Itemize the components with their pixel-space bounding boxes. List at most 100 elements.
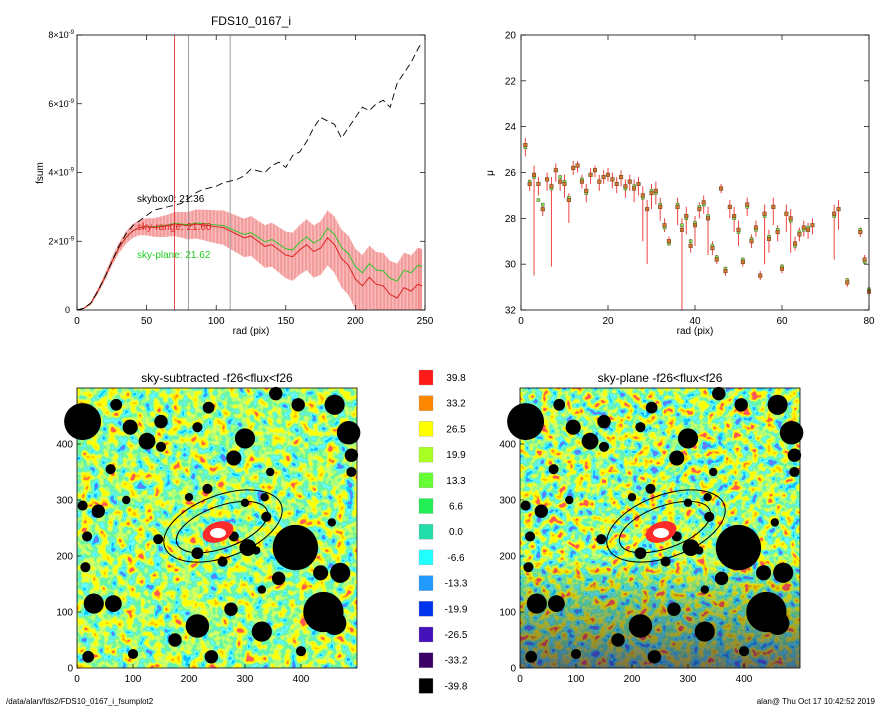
masked-source bbox=[734, 398, 748, 412]
y-tick-label: 26 bbox=[505, 168, 517, 179]
masked-source bbox=[553, 398, 566, 411]
colorbar-swatch bbox=[418, 446, 434, 463]
masked-source bbox=[138, 432, 156, 450]
colorbar-label: 33.2 bbox=[446, 399, 466, 410]
sky-range-point bbox=[793, 241, 798, 246]
masked-source bbox=[565, 495, 574, 505]
masked-source bbox=[330, 562, 351, 583]
masked-source bbox=[324, 394, 345, 415]
masked-source bbox=[570, 648, 582, 660]
x-tick-label: 100 bbox=[568, 674, 585, 685]
aperture-lines bbox=[174, 35, 231, 310]
sky-range-point bbox=[562, 181, 567, 186]
timestamp-footer: alan@ Thu Oct 17 10:42:52 2019 bbox=[756, 697, 875, 706]
series-skybox0 bbox=[76, 41, 423, 311]
surface-brightness-xlabel: rad (pix) bbox=[677, 326, 714, 337]
masked-source bbox=[336, 421, 361, 445]
sky-range-point bbox=[714, 257, 719, 262]
sky-plane-point bbox=[541, 202, 545, 207]
y-ticks: 0 2×10-9 4×10-9 6×10-9 8×10-9 bbox=[48, 30, 425, 315]
masked-source bbox=[703, 493, 712, 502]
sky-range-point bbox=[832, 211, 837, 216]
masked-source bbox=[525, 531, 536, 542]
sky-range-point bbox=[775, 230, 780, 235]
masked-source bbox=[155, 441, 167, 452]
sky-range-point bbox=[684, 214, 689, 219]
sky-range-point bbox=[666, 239, 671, 244]
series-sky-range bbox=[76, 223, 423, 311]
x-tick-label: 200 bbox=[347, 316, 364, 327]
sky-plane-point bbox=[688, 239, 693, 243]
sky-range-point bbox=[627, 179, 632, 184]
masked-source bbox=[645, 401, 658, 414]
x-ticks: 0 20 40 60 80 bbox=[518, 35, 875, 327]
colorbar-swatch bbox=[418, 524, 434, 540]
growth-curve-ylabel: fsum bbox=[35, 162, 46, 184]
sky-range-point bbox=[723, 269, 728, 274]
masked-source bbox=[507, 403, 545, 441]
sky-range-point bbox=[640, 193, 645, 198]
masked-source bbox=[683, 498, 693, 507]
masked-source bbox=[122, 495, 131, 505]
masked-source bbox=[322, 611, 347, 635]
masked-source bbox=[525, 650, 538, 663]
x-tick-label: 0 bbox=[74, 674, 80, 685]
sky-range-point bbox=[675, 204, 680, 209]
sky-range-point bbox=[579, 179, 584, 184]
sky-range-point bbox=[736, 227, 741, 232]
map-ticks: 0 100 200 300 400 0 100 200 300 400 bbox=[499, 440, 752, 686]
colorbar-label: -39.8 bbox=[445, 681, 468, 692]
masked-source bbox=[789, 466, 800, 478]
masked-source bbox=[346, 466, 357, 478]
masked-source bbox=[700, 585, 709, 594]
sky-range-point bbox=[575, 163, 580, 168]
sky-range-point bbox=[540, 207, 545, 212]
y-tick-label: 0 bbox=[510, 664, 516, 675]
sky-range-point bbox=[584, 188, 589, 193]
y-tick-label: 100 bbox=[56, 608, 73, 619]
masked-source bbox=[773, 562, 794, 583]
masked-source bbox=[667, 602, 681, 616]
y-tick-label: 400 bbox=[56, 440, 73, 451]
masked-source bbox=[765, 611, 790, 635]
masked-source bbox=[520, 500, 531, 511]
masked-source bbox=[122, 419, 138, 435]
masked-source bbox=[313, 565, 329, 581]
masked-source bbox=[77, 500, 88, 511]
sky-plane-title: sky-plane -f26<flux<f26 bbox=[598, 371, 723, 385]
colorbar-label: 0.0 bbox=[449, 527, 463, 538]
y-ticks: 20 22 24 26 28 30 32 bbox=[505, 31, 869, 317]
masked-source bbox=[598, 441, 610, 452]
masked-source bbox=[596, 534, 607, 545]
masked-source bbox=[628, 614, 653, 638]
sky-plane-point bbox=[680, 223, 684, 227]
x-tick-label: 150 bbox=[277, 316, 294, 327]
outer-aperture-ellipse bbox=[163, 489, 283, 563]
masked-sources bbox=[64, 386, 361, 664]
x-tick-label: 400 bbox=[293, 674, 310, 685]
masked-source bbox=[266, 467, 275, 477]
masked-source bbox=[168, 633, 182, 647]
masked-source bbox=[712, 386, 726, 401]
y-tick-label: 32 bbox=[505, 306, 517, 317]
y-tick-label: 28 bbox=[505, 214, 517, 225]
masked-source bbox=[682, 539, 700, 556]
masked-source bbox=[767, 394, 788, 415]
masked-source bbox=[787, 448, 802, 462]
sky-range-point bbox=[706, 216, 711, 221]
masked-source bbox=[80, 562, 91, 573]
sky-range-point bbox=[710, 246, 715, 251]
colorbar-swatch bbox=[418, 678, 434, 694]
masked-source bbox=[224, 602, 238, 616]
inner-aperture-ellipse bbox=[175, 500, 269, 554]
x-tick-label: 0 bbox=[517, 674, 523, 685]
masked-source bbox=[83, 593, 104, 614]
x-tick-label: 300 bbox=[237, 674, 254, 685]
masked-source bbox=[611, 633, 625, 647]
sky-plane-point bbox=[536, 198, 541, 202]
masked-source bbox=[634, 547, 647, 560]
sky-range-point bbox=[784, 211, 789, 216]
masked-source bbox=[627, 493, 637, 502]
colorbar-swatch bbox=[418, 395, 434, 411]
masked-source bbox=[226, 450, 242, 466]
